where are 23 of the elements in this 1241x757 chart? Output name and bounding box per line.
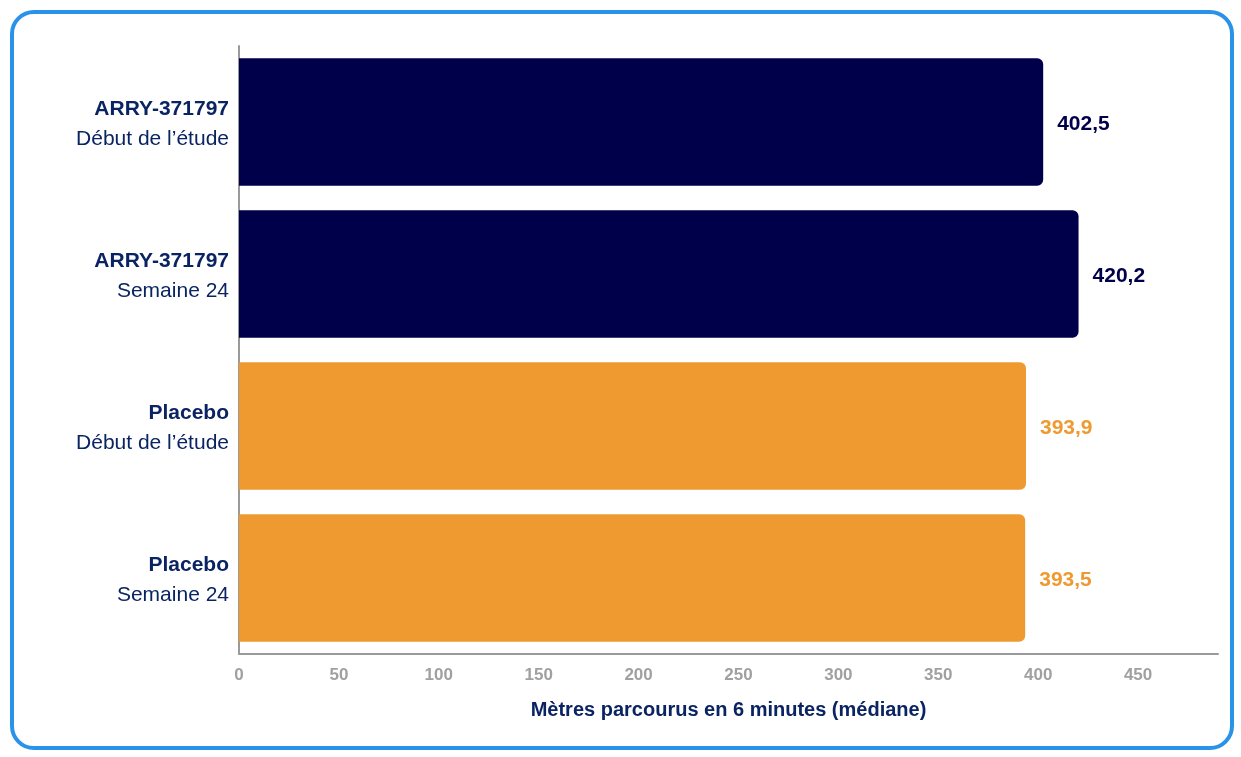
x-tick-label: 50 (329, 665, 349, 684)
bar (239, 210, 1079, 338)
x-tick-label: 200 (624, 665, 653, 684)
y-tick-label: Placebo Semaine 24 (116, 551, 230, 605)
x-tick-label: 300 (824, 665, 853, 684)
x-tick-label: 250 (724, 665, 753, 684)
data-label: 393,5 (1039, 566, 1093, 590)
x-tick-label: 150 (524, 665, 553, 684)
bar (239, 514, 1026, 642)
x-tick-label: 100 (424, 665, 453, 684)
data-label: 420,2 (1092, 262, 1146, 286)
x-tick-label: 0 (234, 665, 244, 684)
bar (239, 58, 1044, 186)
data-label: 402,5 (1057, 110, 1111, 134)
data-label: 393,9 (1040, 414, 1093, 438)
y-tick-label: Placebo Début de l’étude (76, 399, 229, 453)
x-tick-label: 400 (1024, 665, 1053, 684)
x-axis-title: Mètres parcourus en 6 minutes (médiane) (530, 698, 927, 720)
y-tick-label: ARRY-371797 Début de l’étude (76, 95, 229, 149)
y-tick-label: ARRY-371797 Semaine 24 (94, 247, 230, 301)
bar (239, 362, 1026, 490)
x-tick-label: 450 (1123, 665, 1153, 684)
x-tick-label: 350 (924, 665, 953, 684)
